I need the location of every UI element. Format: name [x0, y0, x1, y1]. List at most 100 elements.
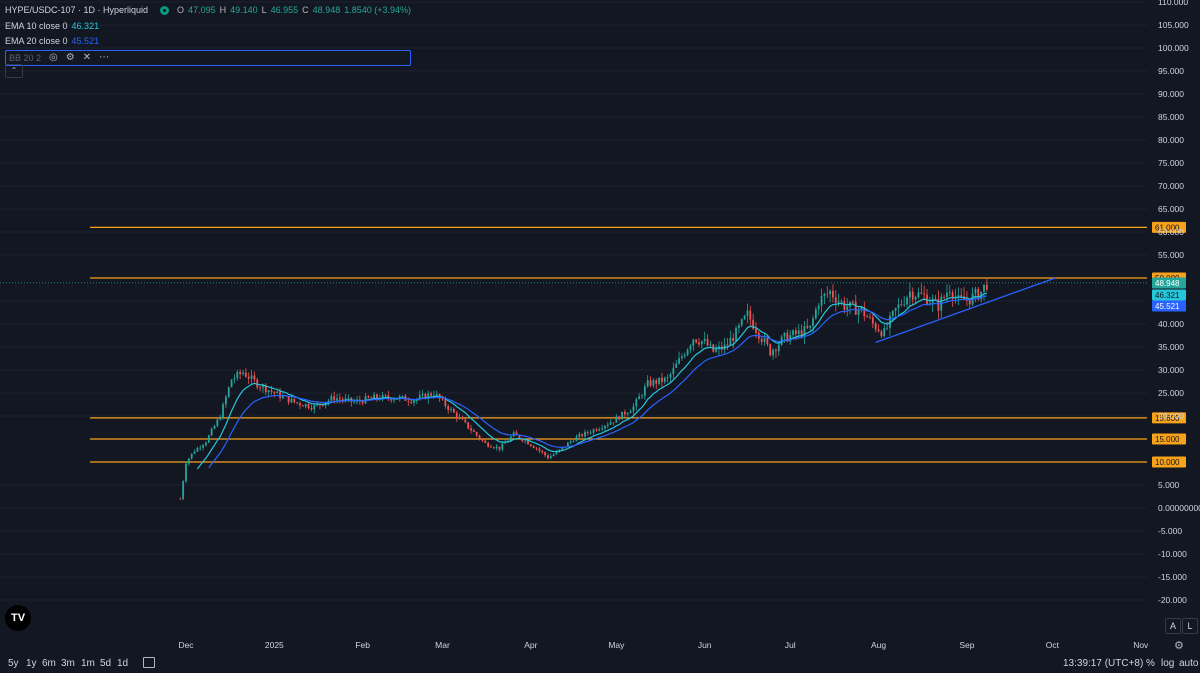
more-icon[interactable]: ⋯	[99, 51, 110, 63]
x-tick-label: May	[608, 640, 625, 650]
level-price-label: 61.000	[1155, 223, 1180, 232]
candle-body	[681, 356, 683, 359]
y-tick-label: 5.000	[1158, 480, 1180, 490]
legend-symbol-row[interactable]: HYPE/USDC-107 · 1D · Hyperliquid O 47.095…	[5, 3, 411, 17]
chart-settings-gear-icon[interactable]: ⚙	[1174, 640, 1184, 652]
candle-body	[481, 438, 484, 441]
candle-body	[544, 452, 546, 456]
legend-bb-row[interactable]: BB 20 2 ◎ ⚙ ✕ ⋯	[5, 49, 411, 66]
candle-body	[233, 378, 236, 380]
candle-body	[185, 463, 187, 482]
range-1m-button[interactable]: 1m	[81, 658, 95, 669]
candle-body	[951, 292, 954, 299]
ema20-label[interactable]: EMA 20 close 0	[5, 36, 68, 46]
candle-body	[427, 393, 430, 399]
candle-body	[803, 326, 806, 337]
candle-body	[809, 325, 812, 328]
candle-body	[413, 400, 415, 403]
ema20-line[interactable]	[208, 295, 987, 469]
candle-body	[906, 297, 908, 305]
candle-body	[387, 395, 390, 399]
log-scale-toggle[interactable]: log	[1161, 658, 1175, 669]
x-tick-label: Dec	[178, 640, 194, 650]
candle-body	[957, 295, 960, 297]
candle-body	[641, 395, 643, 397]
ema10-label[interactable]: EMA 10 close 0	[5, 20, 68, 31]
remove-close-icon[interactable]: ✕	[82, 51, 92, 63]
log-scale-button[interactable]: L	[1182, 618, 1198, 634]
candle-body	[646, 380, 649, 387]
ema10-line[interactable]	[196, 292, 988, 470]
candle-body	[538, 448, 541, 451]
candle-body	[524, 440, 527, 442]
x-tick-label: Aug	[871, 640, 886, 650]
range-1y-button[interactable]: 1y	[26, 658, 37, 669]
legend-l-value: 46.955	[270, 5, 299, 15]
candle-body	[433, 395, 435, 397]
candle-body	[783, 332, 786, 337]
range-1d-button[interactable]: 1d	[117, 658, 129, 669]
percent-scale-toggle[interactable]: %	[1146, 658, 1155, 669]
tradingview-logo-icon[interactable]: TV	[5, 605, 31, 631]
candle-body	[190, 453, 193, 459]
candle-body	[393, 399, 395, 401]
price-tag	[1152, 277, 1186, 289]
bb-label[interactable]: BB 20 2	[9, 52, 42, 63]
candle-body	[609, 422, 612, 425]
date-range-calendar-icon[interactable]	[143, 657, 155, 668]
candle-body	[501, 443, 504, 450]
level-price-tag	[1152, 433, 1186, 445]
legend-collapse-chevron-icon[interactable]: ⌃	[5, 64, 23, 78]
legend-symbol[interactable]: HYPE/USDC-107 · 1D · Hyperliquid	[5, 5, 149, 15]
candle-body	[270, 390, 273, 392]
candle-body	[689, 345, 692, 350]
candle-body	[860, 307, 863, 310]
legend-c-value: 48.948	[312, 5, 341, 15]
y-tick-label: 100.000	[1158, 43, 1189, 53]
candle-body	[917, 292, 920, 298]
candle-body	[968, 299, 971, 305]
candle-body	[914, 297, 917, 300]
hide-eye-icon[interactable]: ◎	[49, 51, 58, 63]
settings-gear-icon[interactable]: ⚙	[65, 51, 75, 63]
legend-ema20-row[interactable]: EMA 20 close 0 45.521	[5, 34, 411, 48]
ascending-trendline[interactable]	[875, 277, 1056, 344]
y-tick-label: 60.000	[1158, 227, 1184, 237]
candle-body	[262, 385, 264, 388]
x-tick-label: Jul	[785, 640, 796, 650]
candle-body	[789, 335, 792, 342]
candle-body	[709, 344, 712, 346]
auto-scale-toggle[interactable]: auto	[1179, 658, 1199, 669]
legend-change: 1.8540 (+3.94%)	[344, 5, 411, 15]
range-5d-button[interactable]: 5d	[100, 658, 112, 669]
timezone-clock[interactable]: 13:39:17 (UTC+8)	[1063, 658, 1144, 669]
candle-body	[775, 349, 777, 352]
candle-body	[339, 398, 341, 400]
y-tick-label: 55.000	[1158, 250, 1184, 260]
candle-body	[974, 289, 977, 294]
candle-body	[960, 295, 963, 297]
level-price-tag	[1152, 456, 1186, 468]
candle-body	[612, 422, 615, 424]
candle-body	[866, 316, 869, 318]
auto-scale-button[interactable]: A	[1165, 618, 1181, 634]
candle-body	[903, 304, 906, 306]
candle-body	[381, 394, 384, 400]
y-tick-label: 0.00000000	[1158, 503, 1200, 513]
candle-body	[837, 301, 840, 303]
candle-body	[453, 408, 455, 413]
candle-body	[703, 338, 706, 342]
candle-body	[495, 446, 498, 448]
candle-body	[247, 376, 250, 379]
x-tick-label: Apr	[524, 640, 537, 650]
candle-body	[840, 301, 843, 303]
y-tick-label: 85.000	[1158, 112, 1184, 122]
candle-body	[567, 442, 569, 447]
candle-body	[911, 291, 914, 300]
legend-ema10-row[interactable]: EMA 10 close 0 46.321	[5, 19, 411, 33]
candle-body	[250, 375, 253, 379]
range-3m-button[interactable]: 3m	[61, 658, 75, 669]
range-5y-button[interactable]: 5y	[8, 658, 19, 669]
range-6m-button[interactable]: 6m	[42, 658, 56, 669]
